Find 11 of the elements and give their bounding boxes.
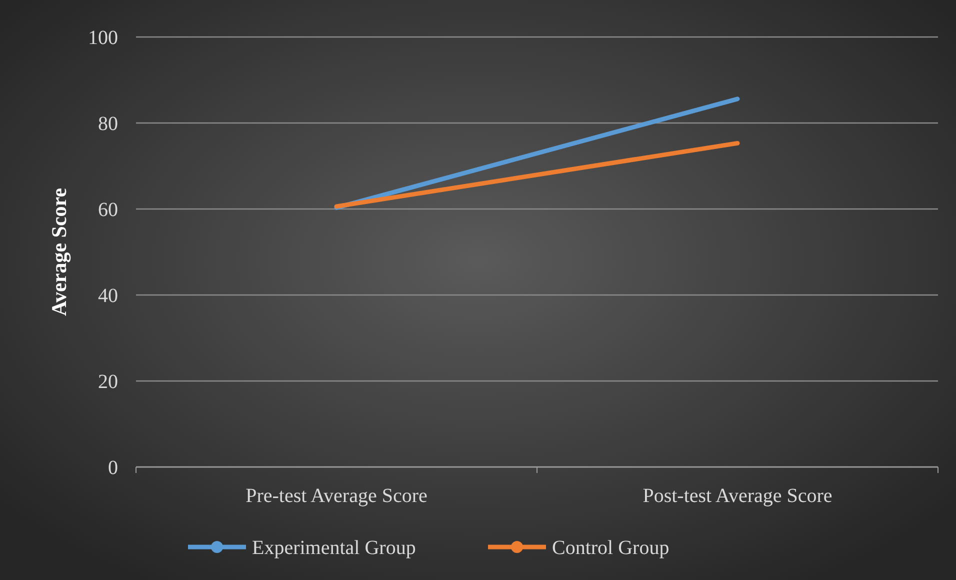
y-tick-label: 40 bbox=[98, 285, 118, 307]
x-tick-label: Post-test Average Score bbox=[642, 485, 832, 507]
y-tick-label: 0 bbox=[108, 457, 118, 479]
legend-label: Experimental Group bbox=[252, 537, 416, 559]
y-axis-title: Average Score bbox=[47, 188, 71, 316]
legend-label: Control Group bbox=[552, 537, 670, 559]
y-tick-label: 100 bbox=[88, 27, 118, 49]
y-tick-label: 60 bbox=[98, 199, 118, 221]
y-tick-label: 80 bbox=[98, 113, 118, 135]
x-tick-label: Pre-test Average Score bbox=[246, 485, 428, 507]
y-tick-label: 20 bbox=[98, 371, 118, 393]
